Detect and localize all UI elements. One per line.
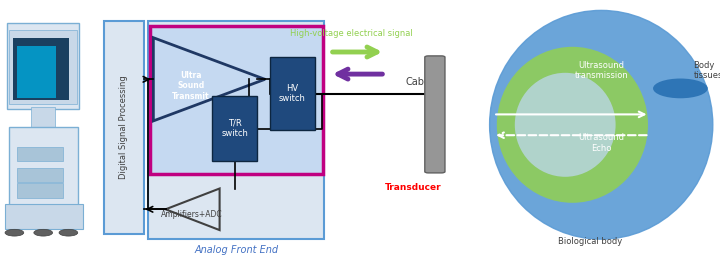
Polygon shape [166,188,220,230]
FancyBboxPatch shape [17,183,63,198]
Polygon shape [153,38,265,121]
Text: T/R
switch: T/R switch [221,119,248,138]
Text: Ultrasound
Echo: Ultrasound Echo [578,133,624,153]
FancyBboxPatch shape [17,147,63,161]
FancyBboxPatch shape [425,56,445,173]
FancyBboxPatch shape [13,38,69,100]
Text: Amplifiers+ADC: Amplifiers+ADC [161,210,223,219]
Ellipse shape [515,73,616,177]
FancyBboxPatch shape [9,30,77,104]
FancyBboxPatch shape [17,168,63,182]
FancyBboxPatch shape [5,204,83,229]
Ellipse shape [490,10,713,239]
Text: Ultra
Sound
Transmit: Ultra Sound Transmit [172,71,210,101]
Text: High-voltage electrical signal: High-voltage electrical signal [290,29,413,38]
Circle shape [59,229,78,236]
Text: Analog Front End: Analog Front End [194,245,278,255]
FancyBboxPatch shape [150,26,323,174]
FancyBboxPatch shape [148,21,324,239]
Text: Cable: Cable [405,77,433,87]
FancyBboxPatch shape [9,127,78,208]
Text: Transducer: Transducer [385,183,441,192]
Ellipse shape [497,47,648,203]
Text: Body
tissues: Body tissues [693,61,720,80]
FancyBboxPatch shape [104,21,144,234]
Text: Biological body: Biological body [558,237,623,246]
FancyBboxPatch shape [7,23,79,109]
FancyBboxPatch shape [212,96,257,161]
FancyBboxPatch shape [31,107,55,130]
Circle shape [34,229,53,236]
Circle shape [653,79,708,98]
Text: Digital Signal Processing: Digital Signal Processing [120,75,128,179]
Text: Ultrasound
transmission: Ultrasound transmission [575,61,628,80]
FancyBboxPatch shape [17,46,56,98]
Circle shape [5,229,24,236]
FancyBboxPatch shape [270,57,315,130]
Text: HV
switch: HV switch [279,84,306,103]
